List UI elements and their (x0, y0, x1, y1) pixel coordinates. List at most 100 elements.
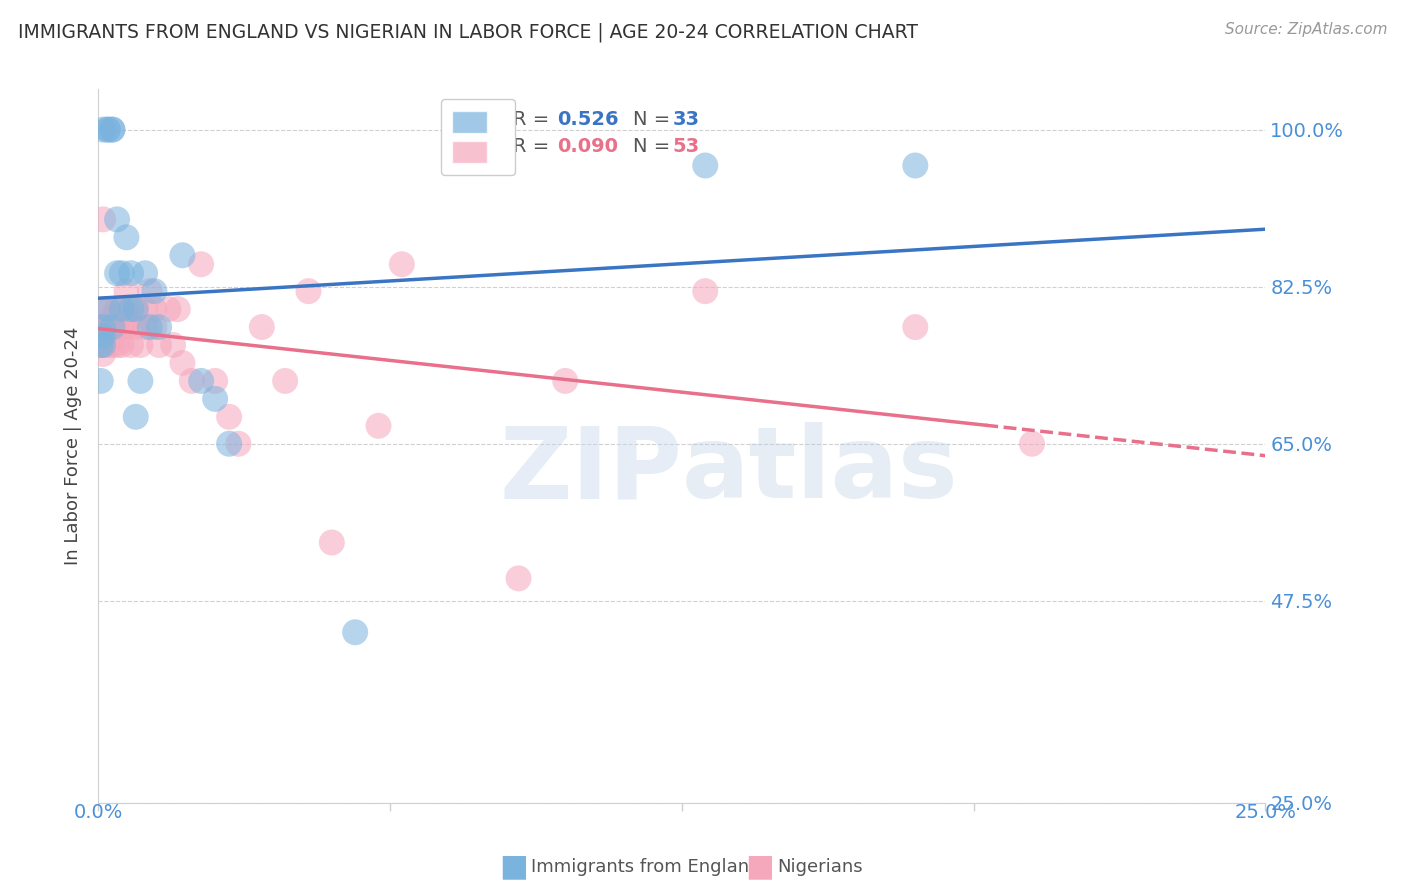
Text: 33: 33 (672, 110, 700, 128)
Point (120, 338, 142, 352)
Text: 0.090: 0.090 (557, 136, 619, 156)
Point (695, 284, 717, 298)
Point (90, 320, 112, 334)
Point (97, 320, 120, 334)
Point (508, 571, 530, 585)
Point (218, 436, 240, 450)
Point (172, 248, 194, 262)
Point (91, 212, 114, 227)
Text: 0.0%: 0.0% (73, 803, 124, 822)
Point (91, 338, 114, 352)
Point (129, 374, 152, 388)
Point (120, 311, 142, 326)
Point (90, 374, 112, 388)
Text: N =: N = (633, 136, 676, 156)
Point (228, 436, 250, 450)
Point (91, 302, 114, 317)
Point (157, 302, 180, 317)
Point (125, 302, 148, 317)
Point (250, 320, 273, 334)
Point (172, 356, 194, 370)
Point (97, 302, 120, 317)
Point (143, 320, 166, 334)
Point (166, 302, 188, 317)
Point (115, 302, 138, 317)
Point (148, 338, 170, 352)
Point (91, 329, 114, 343)
Point (105, 320, 128, 334)
Point (101, 320, 124, 334)
Text: N =: N = (633, 110, 676, 128)
Point (105, 338, 128, 352)
Point (101, 338, 124, 352)
Text: ■: ■ (499, 853, 527, 881)
Point (204, 392, 226, 406)
Text: R =: R = (513, 110, 555, 128)
Text: Immigrants from England: Immigrants from England (531, 858, 761, 876)
Point (111, 338, 134, 352)
Point (111, 302, 134, 317)
Point (344, 625, 367, 640)
Text: atlas: atlas (682, 422, 959, 519)
Point (143, 302, 166, 317)
Point (115, 320, 138, 334)
Point (190, 257, 212, 271)
Point (91, 122, 114, 136)
Text: ■: ■ (745, 853, 773, 881)
Text: Source: ZipAtlas.com: Source: ZipAtlas.com (1225, 22, 1388, 37)
Point (115, 284, 138, 298)
Text: R =: R = (513, 136, 555, 156)
Point (134, 320, 156, 334)
Point (129, 338, 152, 352)
Point (120, 302, 142, 317)
Point (91, 338, 114, 352)
Point (120, 266, 142, 280)
Point (139, 320, 162, 334)
Point (139, 284, 162, 298)
Point (125, 409, 148, 424)
Point (190, 374, 212, 388)
Point (111, 320, 134, 334)
Text: Nigerians: Nigerians (778, 858, 863, 876)
Point (180, 374, 202, 388)
Point (101, 122, 124, 136)
Point (101, 320, 124, 334)
Point (105, 266, 128, 280)
Point (162, 338, 184, 352)
Point (904, 159, 927, 173)
Point (297, 284, 319, 298)
Legend: , : , (440, 99, 515, 175)
Point (97, 122, 120, 136)
Point (134, 302, 156, 317)
Text: ZIP: ZIP (499, 422, 682, 519)
Point (115, 230, 138, 244)
Point (125, 302, 148, 317)
Point (904, 320, 927, 334)
Point (321, 535, 343, 549)
Point (97, 122, 120, 136)
Point (695, 159, 717, 173)
Point (554, 374, 576, 388)
Point (143, 284, 166, 298)
Point (111, 266, 134, 280)
Point (91, 320, 114, 334)
Point (91, 347, 114, 361)
Point (125, 320, 148, 334)
Point (367, 418, 389, 433)
Y-axis label: In Labor Force | Age 20-24: In Labor Force | Age 20-24 (65, 326, 83, 566)
Point (204, 374, 226, 388)
Text: 0.526: 0.526 (557, 110, 619, 128)
Point (148, 320, 170, 334)
Text: 25.0%: 25.0% (1234, 803, 1296, 822)
Point (101, 311, 124, 326)
Point (1021, 436, 1043, 450)
Point (105, 302, 128, 317)
Point (105, 212, 128, 227)
Text: 53: 53 (672, 136, 700, 156)
Point (90, 338, 112, 352)
Point (90, 338, 112, 352)
Point (134, 266, 156, 280)
Point (97, 302, 120, 317)
Point (111, 302, 134, 317)
Text: IMMIGRANTS FROM ENGLAND VS NIGERIAN IN LABOR FORCE | AGE 20-24 CORRELATION CHART: IMMIGRANTS FROM ENGLAND VS NIGERIAN IN L… (18, 22, 918, 42)
